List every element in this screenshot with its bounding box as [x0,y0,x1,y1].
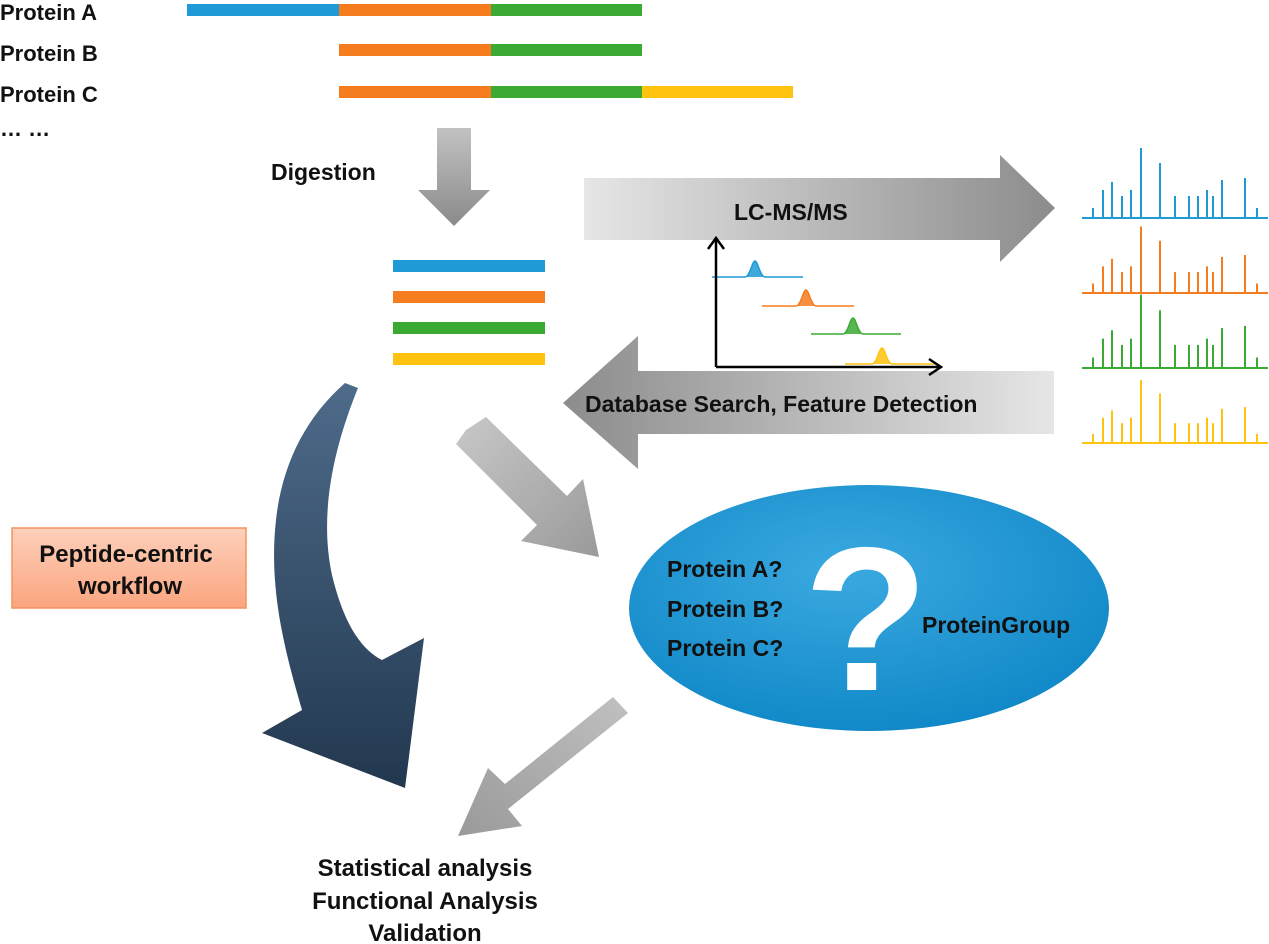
ellipsis-label: … … [0,116,50,141]
protein-b-label: Protein B [0,41,98,66]
database-search-label: Database Search, Feature Detection [585,391,977,417]
output-list: Statistical analysis Functional Analysis… [312,855,538,944]
protein-b-segment-2 [491,44,642,56]
chromatogram-peak-blue [712,260,803,278]
workflow-label-line2: workflow [77,573,182,600]
protein-a-segment-2 [339,4,491,16]
inference-question-c: Protein C? [667,635,783,661]
workflow-label-line1: Peptide-centric [39,541,212,568]
spectrum-green [1082,294,1268,369]
spectrum-yellow [1082,380,1268,444]
inference-question-a: Protein A? [667,556,782,582]
peptide-centric-arrow [262,383,424,788]
protein-a-label: Protein A [0,0,97,25]
protein-group-label: ProteinGroup [922,612,1070,638]
digestion-arrow [418,128,490,226]
chromatogram-peak-orange [762,289,854,307]
spectrum-blue [1082,148,1268,219]
digestion-label: Digestion [271,159,376,185]
protein-c-segment-3 [642,86,793,98]
output-arrow [458,697,628,836]
peptide-bar-orange [393,291,545,303]
output-validation: Validation [368,920,481,944]
protein-c-segment-1 [339,86,491,98]
chromatogram-peak-green [811,317,901,335]
protein-b-segment-1 [339,44,491,56]
question-mark-icon: ? [803,505,928,734]
mass-spectra [1082,148,1268,444]
protein-a-segment-1 [187,4,339,16]
lcms-arrow [584,155,1055,262]
spectrum-orange [1082,226,1268,294]
chromatogram-peak-yellow [845,347,935,365]
chromatogram [706,235,944,377]
peptide-bar-green [393,322,545,334]
inference-question-b: Protein B? [667,596,783,622]
peptide-list [393,260,545,365]
lcms-label: LC-MS/MS [734,199,848,225]
protein-c-label: Protein C [0,82,98,107]
peptide-bar-blue [393,260,545,272]
peptide-bar-yellow [393,353,545,365]
protein-a-segment-3 [491,4,642,16]
chromatogram-x-arrowhead [928,357,944,377]
peptide-centric-workflow-box: Peptide-centric workflow [11,527,247,609]
protein-c-segment-2 [491,86,642,98]
database-search-arrow [563,336,1054,469]
protein-list: Protein A Protein B Protein C … … [0,0,793,141]
output-functional-analysis: Functional Analysis [312,888,538,915]
protein-inference-ellipse: ? Protein A? Protein B? Protein C? Prote… [629,485,1109,734]
inference-arrow [456,417,599,557]
output-statistical-analysis: Statistical analysis [318,855,533,882]
chromatogram-y-arrowhead [706,235,726,250]
